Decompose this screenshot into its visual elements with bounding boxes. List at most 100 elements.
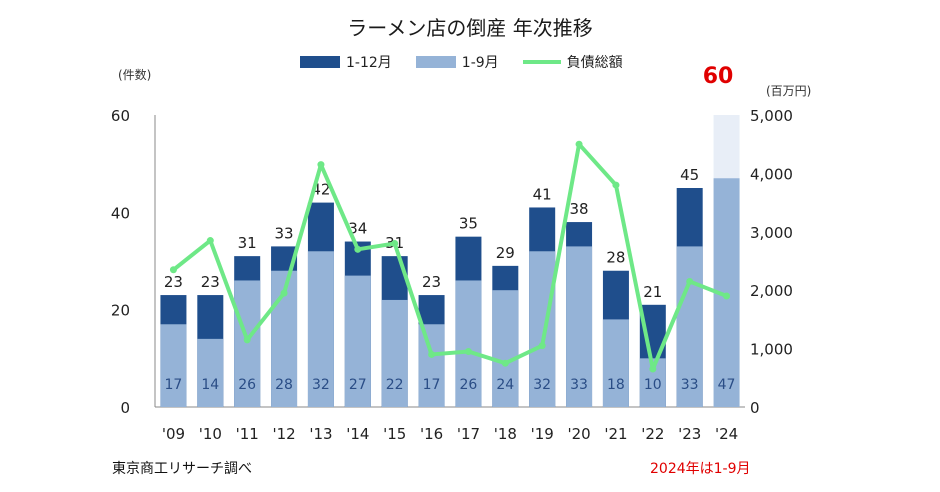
- x-tick-label: '17: [457, 425, 480, 443]
- debt-point: [464, 348, 472, 356]
- bar-jan-sep: [381, 299, 408, 407]
- right-tick-label: 0: [750, 399, 760, 417]
- data-label-jan-sep: 24: [496, 377, 514, 393]
- bar-jan-sep: [492, 290, 519, 407]
- x-tick-label: '23: [678, 425, 701, 443]
- x-tick-label: '14: [346, 425, 369, 443]
- data-label-jan-sep: 33: [570, 377, 588, 393]
- debt-point: [206, 237, 214, 245]
- left-axis-unit: (件数): [118, 68, 152, 82]
- x-tick-label: '21: [604, 425, 627, 443]
- x-tick-label: '13: [309, 425, 332, 443]
- data-label-full-year: 41: [533, 185, 552, 203]
- debt-point: [280, 289, 288, 297]
- bar-jan-sep: [602, 319, 629, 407]
- x-tick-label: '12: [272, 425, 295, 443]
- data-label-jan-sep: 17: [423, 377, 441, 393]
- right-tick-label: 2,000: [750, 282, 793, 300]
- debt-point: [686, 277, 694, 285]
- x-tick-label: '15: [383, 425, 406, 443]
- bar-jan-sep: [676, 246, 703, 407]
- source-note: 東京商工リサーチ調べ: [112, 461, 252, 477]
- data-label-jan-sep: 26: [460, 377, 478, 393]
- data-label-jan-sep: 22: [386, 377, 404, 393]
- debt-point: [723, 292, 731, 300]
- data-label-jan-sep: 17: [165, 377, 183, 393]
- data-label-jan-sep: 26: [238, 377, 256, 393]
- data-label-full-year: 28: [606, 249, 625, 267]
- legend-label-debt: 負債総額: [566, 55, 623, 71]
- legend-swatch-jan-sep: [415, 56, 456, 68]
- data-label-full-year: 23: [201, 273, 220, 291]
- x-tick-label: '11: [236, 425, 259, 443]
- data-label-jan-sep: 32: [533, 377, 551, 393]
- data-label-full-year: 31: [238, 234, 257, 252]
- data-label-jan-sep: 14: [201, 377, 219, 393]
- data-label-full-year: 21: [643, 283, 662, 301]
- bar-jan-sep: [307, 251, 334, 407]
- data-label-full-year: 45: [680, 166, 699, 184]
- x-tick-label: '10: [199, 425, 222, 443]
- data-label-full-year: 29: [496, 244, 515, 262]
- x-tick-label: '09: [162, 425, 185, 443]
- period-note: 2024年は1-9月: [650, 461, 751, 477]
- bar-jan-sep: [418, 324, 445, 407]
- legend-item-jan-sep: 1-9月: [415, 52, 499, 72]
- legend-label-full-year: 1-12月: [346, 55, 392, 71]
- bar-jan-sep: [455, 280, 482, 407]
- right-tick-label: 3,000: [750, 224, 793, 242]
- left-tick-label: 40: [111, 204, 130, 222]
- data-label-full-year: 33: [275, 224, 294, 242]
- x-tick-label: '24: [715, 425, 738, 443]
- x-tick-label: '16: [420, 425, 443, 443]
- x-tick-label: '22: [641, 425, 664, 443]
- debt-point: [649, 365, 657, 373]
- legend-item-debt: 負債総額: [522, 52, 623, 72]
- data-label-jan-sep: 27: [349, 377, 367, 393]
- debt-point: [428, 350, 436, 358]
- debt-point: [612, 181, 620, 189]
- data-label-full-year: 23: [422, 273, 441, 291]
- bar-jan-sep: [529, 251, 556, 407]
- left-tick-label: 20: [111, 302, 130, 320]
- right-tick-label: 4,000: [750, 165, 793, 183]
- legend-item-full-year: 1-12月: [300, 52, 392, 72]
- debt-point: [391, 239, 399, 247]
- debt-point: [354, 245, 362, 253]
- highlight-2024-value: 60: [702, 64, 734, 89]
- right-axis-unit: (百万円): [766, 84, 812, 98]
- right-tick-label: 1,000: [750, 341, 793, 359]
- data-label-full-year: 34: [348, 220, 367, 238]
- bar-jan-sep: [160, 324, 187, 407]
- legend: 1-12月 1-9月 負債総額: [300, 52, 637, 72]
- debt-point: [169, 266, 177, 274]
- data-label-jan-sep: 28: [275, 377, 293, 393]
- bar-jan-sep: [344, 275, 371, 407]
- bar-jan-sep: [566, 246, 593, 407]
- x-tick-label: '20: [567, 425, 590, 443]
- x-tick-label: '19: [531, 425, 554, 443]
- data-label-full-year: 38: [570, 200, 589, 218]
- data-label-jan-sep: 47: [718, 377, 736, 393]
- data-label-jan-sep: 32: [312, 377, 330, 393]
- data-label-full-year: 23: [164, 273, 183, 291]
- debt-point: [575, 140, 583, 148]
- debt-point: [538, 342, 546, 350]
- legend-label-jan-sep: 1-9月: [461, 55, 499, 71]
- data-label-jan-sep: 18: [607, 377, 625, 393]
- data-label-jan-sep: 10: [644, 377, 662, 393]
- legend-swatch-full-year: [300, 56, 340, 68]
- chart-title: ラーメン店の倒産 年次推移: [347, 16, 593, 40]
- x-tick-label: '18: [494, 425, 517, 443]
- debt-point: [501, 359, 509, 367]
- debt-point: [243, 336, 251, 344]
- legend-swatch-debt: [522, 60, 561, 64]
- bar-jan-sep: [234, 280, 261, 407]
- debt-point: [317, 161, 325, 169]
- data-label-jan-sep: 33: [681, 377, 699, 393]
- left-tick-label: 60: [111, 107, 130, 125]
- data-label-full-year: 35: [459, 215, 478, 233]
- right-tick-label: 5,000: [750, 107, 793, 125]
